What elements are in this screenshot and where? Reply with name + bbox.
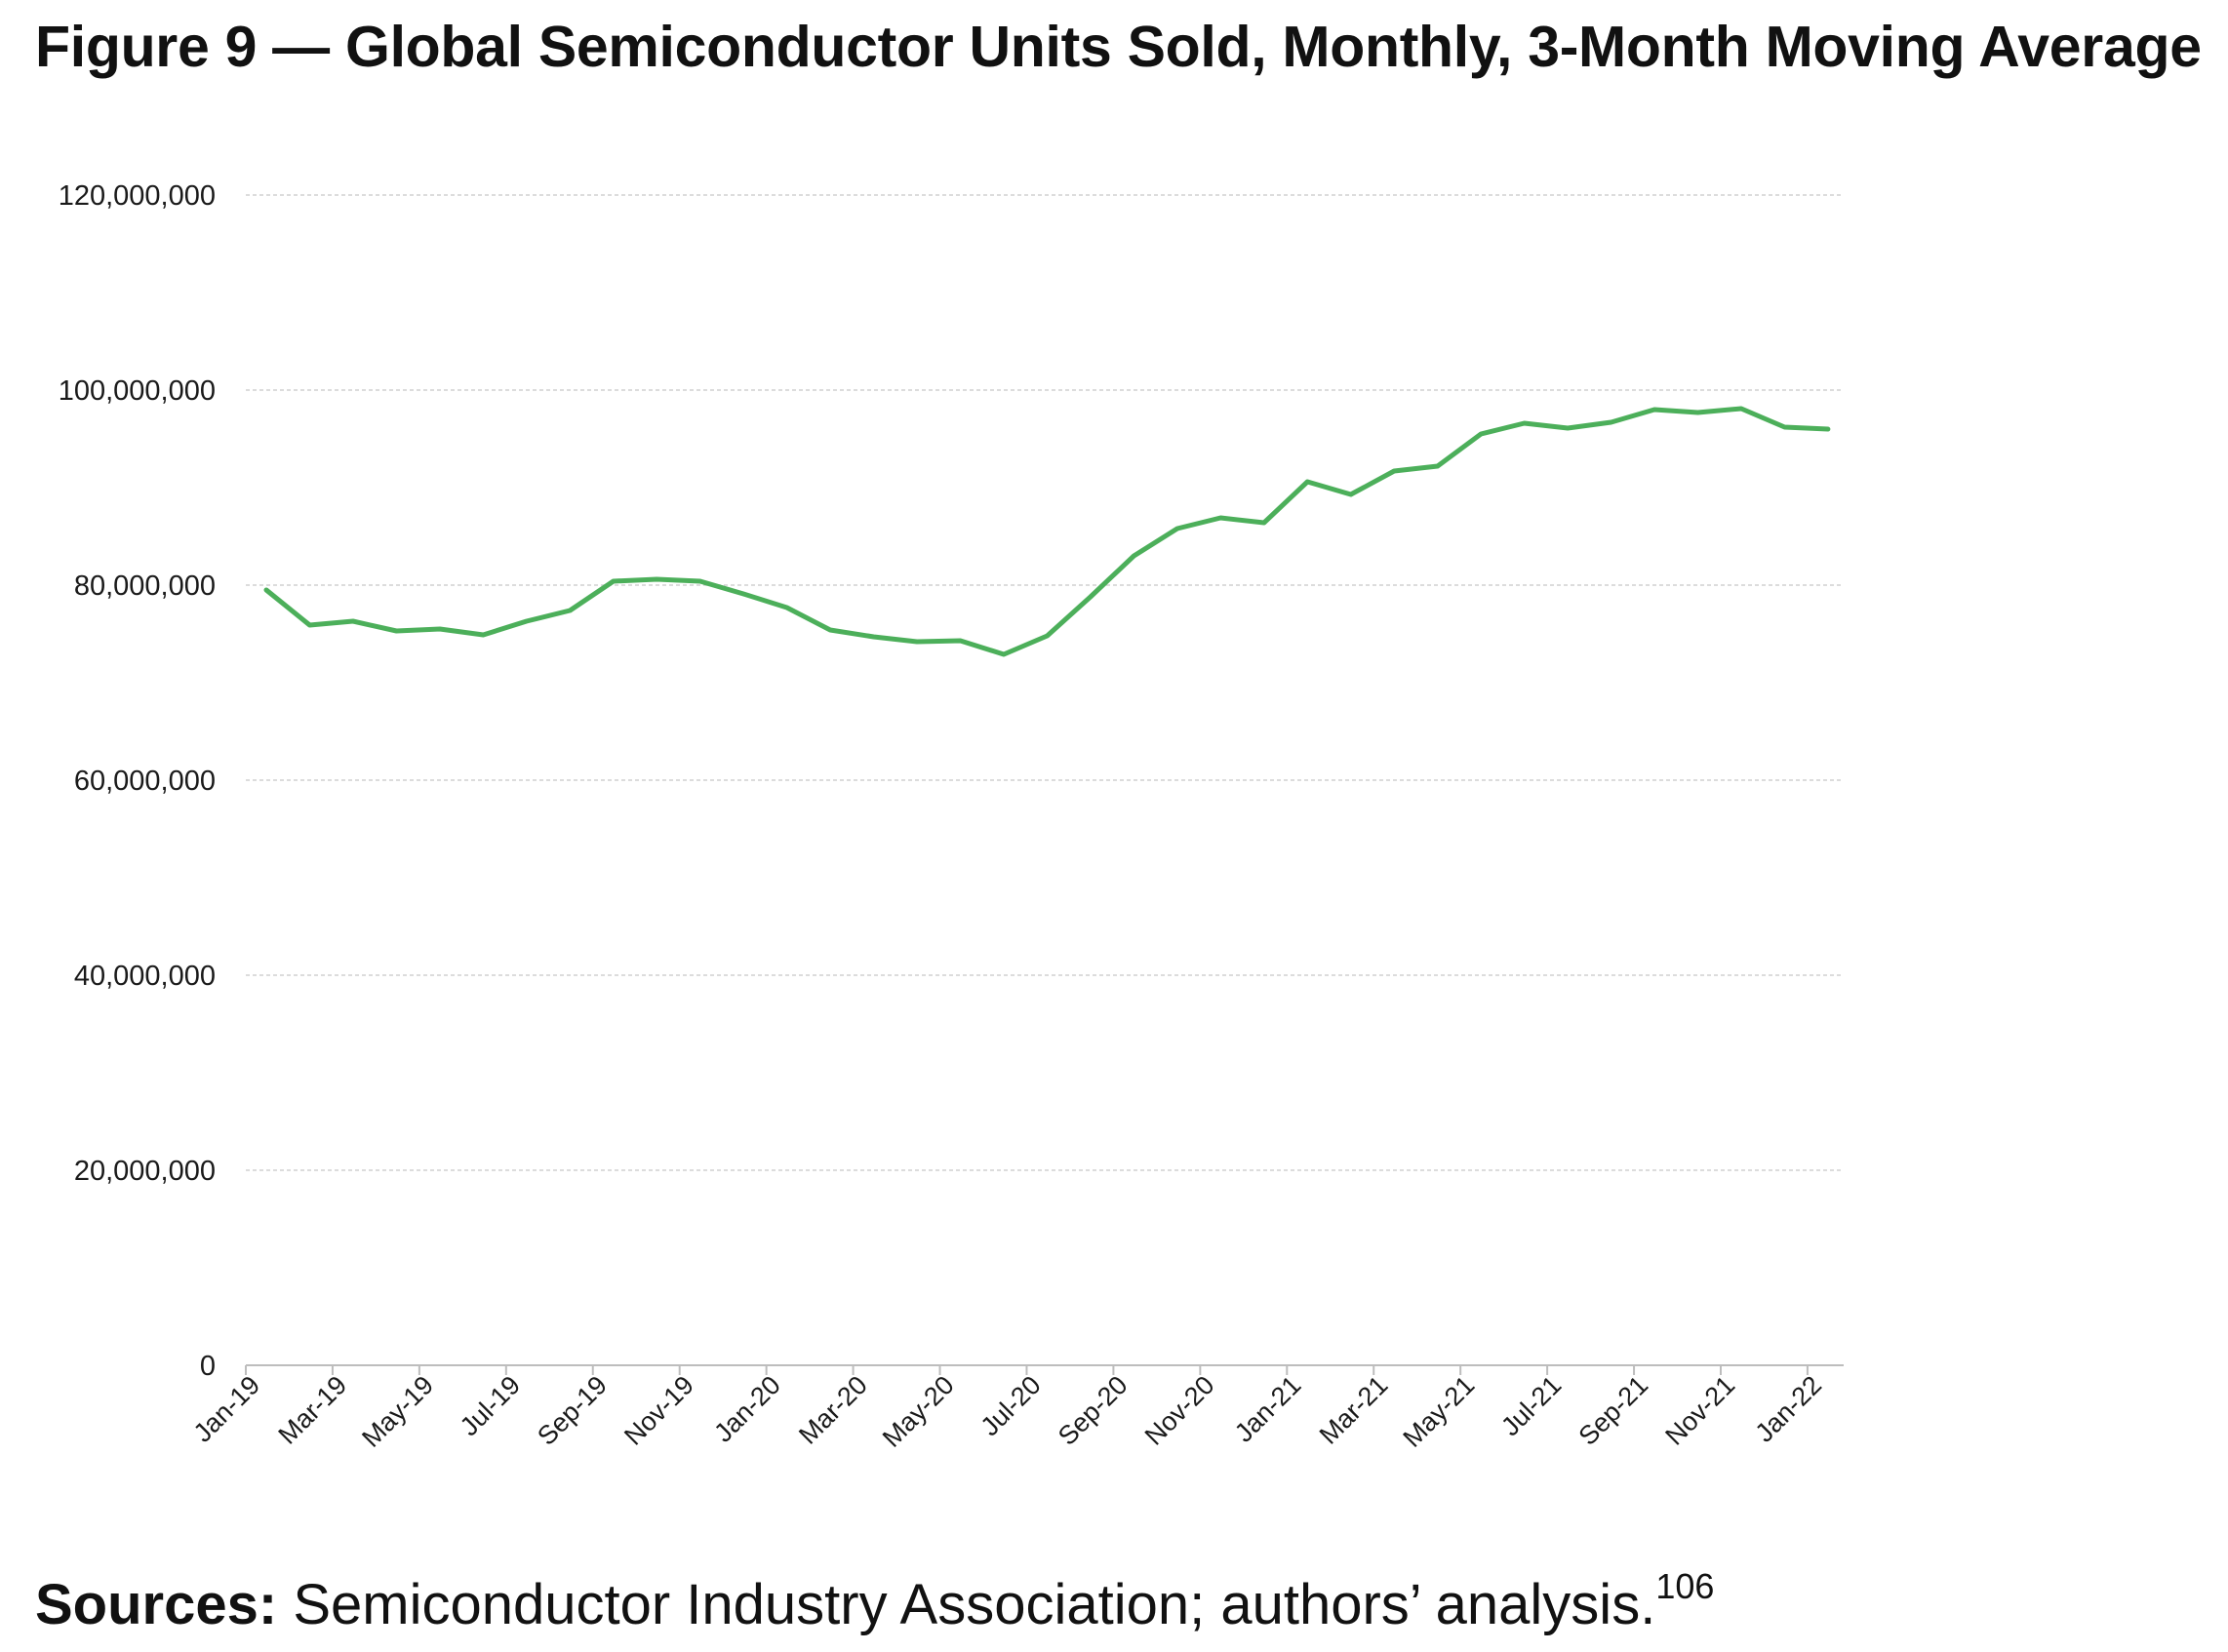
x-tick-label: May-19 xyxy=(356,1370,439,1453)
x-tick-label: Mar-21 xyxy=(1314,1370,1394,1450)
x-tick-label: Jul-19 xyxy=(455,1370,526,1441)
sources-label: Sources: xyxy=(35,1573,278,1636)
x-tick-label: Jul-20 xyxy=(975,1370,1046,1441)
y-tick-label: 100,000,000 xyxy=(59,375,216,407)
x-tick-label: Jan-22 xyxy=(1750,1370,1828,1448)
x-tick-label: Mar-19 xyxy=(272,1370,352,1450)
x-tick-label: Sep-21 xyxy=(1572,1370,1653,1451)
x-tick-label: Nov-21 xyxy=(1659,1370,1740,1451)
y-tick-label: 80,000,000 xyxy=(74,570,216,602)
x-tick-label: Nov-20 xyxy=(1139,1370,1220,1451)
series-layer xyxy=(263,406,1831,657)
x-tick-label: Mar-20 xyxy=(793,1370,873,1450)
footnote-marker: 106 xyxy=(1655,1566,1715,1606)
x-tick-label: Jul-21 xyxy=(1495,1370,1567,1441)
y-tick-label: 0 xyxy=(200,1351,216,1382)
figure-title: Figure 9 — Global Semiconductor Units So… xyxy=(35,15,2202,79)
x-tick-label: Jan-20 xyxy=(708,1370,786,1448)
x-tick-label: Sep-19 xyxy=(532,1370,613,1451)
x-tick-label: May-20 xyxy=(877,1370,960,1453)
y-tick-label: 40,000,000 xyxy=(74,961,216,992)
y-tick-label: 20,000,000 xyxy=(74,1156,216,1187)
x-tick-label: May-21 xyxy=(1398,1370,1481,1453)
sources-note: Sources: Semiconductor Industry Associat… xyxy=(35,1566,1714,1637)
series-line xyxy=(263,406,1831,657)
y-axis-tick-labels: 0 20,000,000 40,000,000 60,000,000 80,000,00… xyxy=(59,180,216,1382)
x-axis-tick-labels: Jan-19 Mar-19 May-19 Jul-19 Sep-19 Nov-19 Jan-… xyxy=(188,1370,1828,1453)
gridlines xyxy=(246,194,1844,1171)
line-chart: 0 20,000,000 40,000,000 60,000,000 80,000,00… xyxy=(59,180,1844,1453)
x-tick-label: Nov-19 xyxy=(618,1370,699,1451)
sources-text: Semiconductor Industry Association; auth… xyxy=(277,1573,1656,1636)
x-axis xyxy=(245,1364,1844,1375)
y-tick-label: 60,000,000 xyxy=(74,766,216,797)
x-tick-label: Jan-21 xyxy=(1229,1370,1307,1448)
x-tick-label: Sep-20 xyxy=(1053,1370,1134,1451)
y-tick-label: 120,000,000 xyxy=(59,180,216,212)
